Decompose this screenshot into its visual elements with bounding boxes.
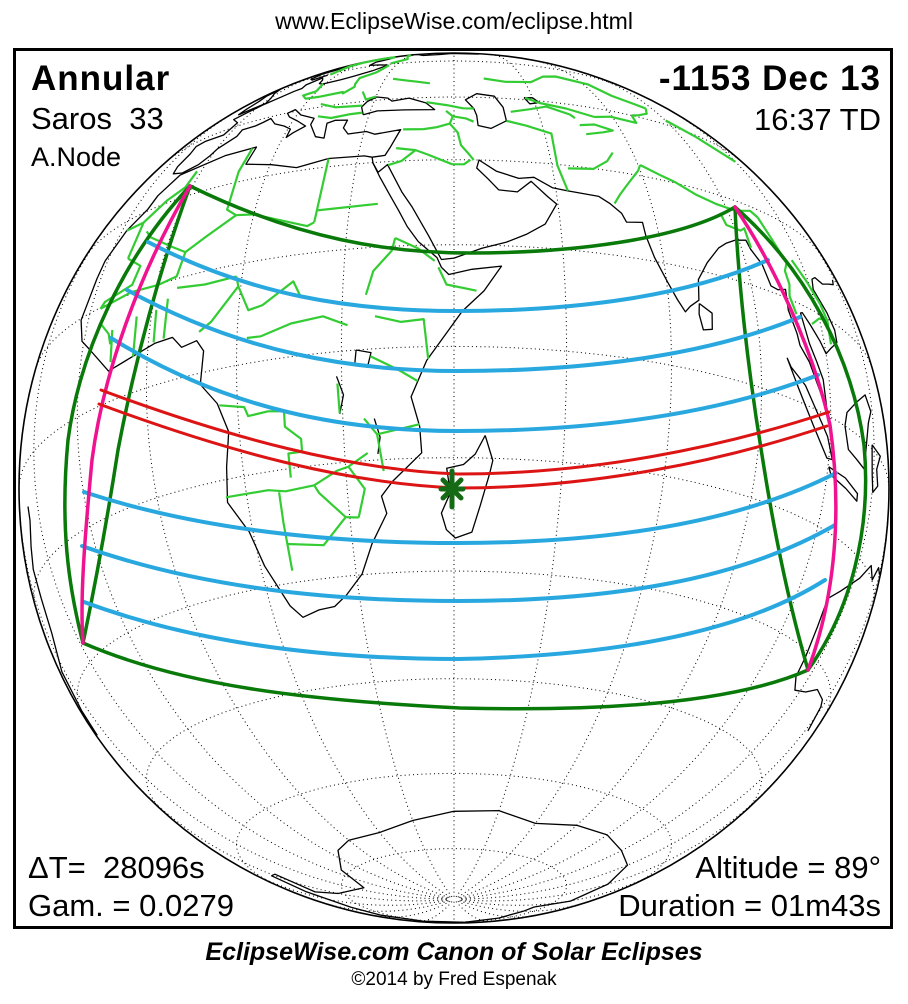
rise-set-curves: [80, 184, 838, 672]
greatest-eclipse-marker: [438, 468, 466, 510]
magnitude-contours: [80, 240, 838, 662]
duration-value: Duration = 01m43s: [618, 888, 881, 923]
delta-t-value: ΔT= 28096s: [28, 850, 205, 885]
eclipse-type-label: Annular: [31, 59, 171, 98]
map-frame: [13, 48, 893, 929]
country-borders: [99, 54, 833, 571]
copyright: ©2014 by Fred Espenak: [351, 969, 557, 990]
saros-label: Saros 33: [31, 101, 164, 136]
canon-title: EclipseWise.com Canon of Solar Eclipses: [205, 938, 703, 966]
altitude-value: Altitude = 89°: [695, 850, 881, 885]
eclipse-time: 16:37 TD: [754, 102, 881, 137]
node-label: A.Node: [31, 142, 122, 172]
gamma-value: Gam. = 0.0279: [28, 888, 234, 923]
penumbral-limit-curves: [63, 184, 868, 711]
coastlines: [27, 52, 881, 923]
eclipse-date: -1153 Dec 13: [658, 59, 881, 98]
site-url: www.EclipseWise.com/eclipse.html: [275, 8, 633, 34]
